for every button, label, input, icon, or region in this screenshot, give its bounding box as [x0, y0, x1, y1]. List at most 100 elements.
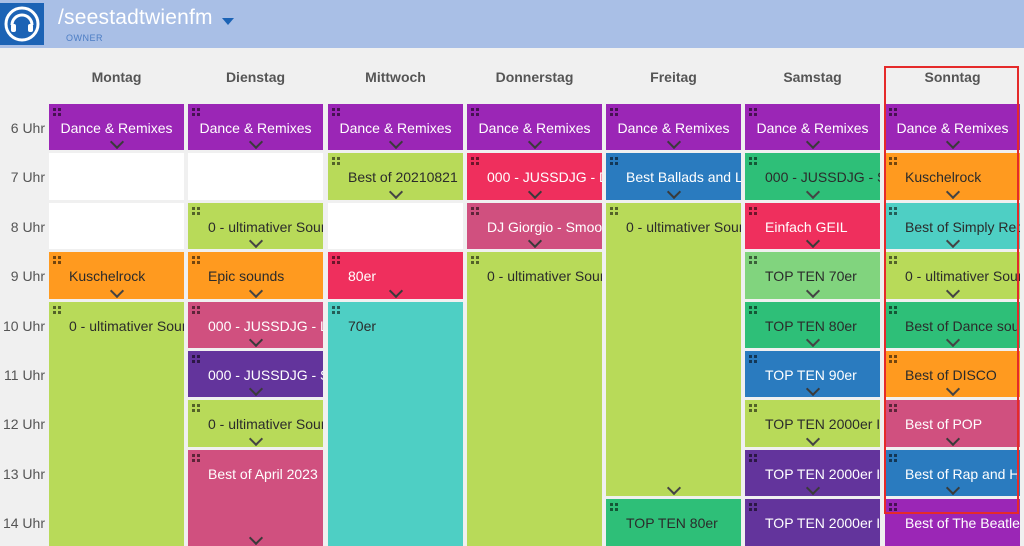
expand-chevron-icon[interactable] [805, 382, 820, 397]
drag-handle-icon[interactable] [889, 453, 897, 462]
schedule-event[interactable]: TOP TEN 2000er I [745, 400, 880, 447]
schedule-event[interactable]: Epic sounds [188, 252, 323, 299]
schedule-event[interactable]: Dance & Remixes [885, 104, 1020, 151]
expand-chevron-icon[interactable] [666, 135, 681, 150]
schedule-event[interactable]: 000 - JUSSDJG - Stimmung [745, 153, 880, 200]
radio-logo-icon[interactable] [0, 3, 44, 45]
drag-handle-icon[interactable] [610, 503, 618, 512]
schedule-event[interactable]: TOP TEN 90er [745, 351, 880, 398]
drag-handle-icon[interactable] [332, 256, 340, 265]
expand-chevron-icon[interactable] [388, 283, 403, 298]
expand-chevron-icon[interactable] [945, 234, 960, 249]
schedule-event[interactable]: 0 - ultimativer Soundtrack [606, 202, 741, 497]
drag-handle-icon[interactable] [749, 355, 757, 363]
schedule-event[interactable]: TOP TEN 2000er II [745, 449, 880, 497]
schedule-event[interactable]: 000 - JUSSDJG - Sommer [188, 351, 323, 398]
expand-chevron-icon[interactable] [248, 530, 263, 545]
schedule-event[interactable]: DJ Giorgio - Smooth [467, 202, 602, 250]
expand-chevron-icon[interactable] [248, 382, 263, 397]
drag-handle-icon[interactable] [471, 256, 479, 265]
schedule-event[interactable]: Kuschelrock [49, 252, 184, 299]
expand-chevron-icon[interactable] [945, 431, 960, 446]
expand-chevron-icon[interactable] [388, 135, 403, 150]
drag-handle-icon[interactable] [749, 108, 757, 116]
drag-handle-icon[interactable] [192, 355, 200, 363]
expand-chevron-icon[interactable] [945, 283, 960, 298]
drag-handle-icon[interactable] [332, 157, 340, 166]
schedule-event[interactable]: 0 - ultimativer Soundtrack [885, 252, 1020, 299]
expand-chevron-icon[interactable] [248, 332, 263, 348]
drag-handle-icon[interactable] [889, 256, 897, 265]
drag-handle-icon[interactable] [192, 108, 200, 116]
expand-chevron-icon[interactable] [805, 184, 820, 199]
drag-handle-icon[interactable] [610, 108, 618, 116]
schedule-event[interactable]: Einfach GEIL [745, 202, 880, 250]
schedule-event[interactable]: Best of April 2023 [188, 449, 323, 546]
drag-handle-icon[interactable] [53, 256, 61, 265]
expand-chevron-icon[interactable] [805, 283, 820, 298]
drag-handle-icon[interactable] [332, 305, 340, 314]
schedule-event[interactable]: Best of 20210821 [328, 153, 463, 200]
drag-handle-icon[interactable] [749, 305, 757, 314]
schedule-event[interactable]: Best of POP [885, 400, 1020, 447]
station-dropdown-icon[interactable] [222, 18, 234, 25]
drag-handle-icon[interactable] [749, 453, 757, 462]
expand-chevron-icon[interactable] [527, 234, 542, 249]
schedule-event[interactable]: 000 - JUSSDJG - Leben [188, 301, 323, 348]
drag-handle-icon[interactable] [192, 206, 200, 215]
schedule-event[interactable]: 000 - JUSSDJG - Dieses [467, 153, 602, 200]
drag-handle-icon[interactable] [471, 206, 479, 215]
drag-handle-icon[interactable] [889, 206, 897, 215]
expand-chevron-icon[interactable] [109, 135, 124, 150]
expand-chevron-icon[interactable] [248, 431, 263, 446]
empty-slot[interactable] [328, 202, 463, 250]
schedule-event[interactable]: Best of The Beatles [885, 499, 1020, 546]
drag-handle-icon[interactable] [192, 305, 200, 314]
drag-handle-icon[interactable] [192, 256, 200, 265]
drag-handle-icon[interactable] [889, 503, 897, 512]
empty-slot[interactable] [188, 153, 323, 200]
drag-handle-icon[interactable] [749, 404, 757, 413]
schedule-event[interactable]: Kuschelrock [885, 153, 1020, 200]
drag-handle-icon[interactable] [749, 157, 757, 166]
expand-chevron-icon[interactable] [945, 382, 960, 397]
drag-handle-icon[interactable] [53, 305, 61, 314]
expand-chevron-icon[interactable] [805, 135, 820, 150]
schedule-event[interactable]: 0 - ultimativer Soundtrack [188, 202, 323, 250]
expand-chevron-icon[interactable] [527, 184, 542, 199]
expand-chevron-icon[interactable] [248, 234, 263, 249]
expand-chevron-icon[interactable] [945, 184, 960, 199]
expand-chevron-icon[interactable] [248, 283, 263, 298]
schedule-event[interactable]: Dance & Remixes [188, 104, 323, 151]
schedule-event[interactable]: Best of Rap and Hip Hop [885, 449, 1020, 497]
expand-chevron-icon[interactable] [666, 184, 681, 199]
schedule-event[interactable]: Dance & Remixes [49, 104, 184, 151]
drag-handle-icon[interactable] [610, 206, 618, 215]
expand-chevron-icon[interactable] [666, 481, 681, 496]
empty-slot[interactable] [49, 202, 184, 250]
schedule-event[interactable]: 70er [328, 301, 463, 546]
schedule-event[interactable]: Best of DISCO [885, 351, 1020, 398]
drag-handle-icon[interactable] [749, 206, 757, 215]
drag-handle-icon[interactable] [889, 404, 897, 413]
drag-handle-icon[interactable] [610, 157, 618, 166]
expand-chevron-icon[interactable] [388, 184, 403, 199]
expand-chevron-icon[interactable] [805, 332, 820, 348]
drag-handle-icon[interactable] [53, 108, 61, 116]
schedule-event[interactable]: 0 - ultimativer Soundtrack [49, 301, 184, 546]
drag-handle-icon[interactable] [889, 157, 897, 166]
schedule-event[interactable]: Dance & Remixes [606, 104, 741, 151]
schedule-event[interactable]: TOP TEN 80er [745, 301, 880, 348]
drag-handle-icon[interactable] [471, 157, 479, 166]
expand-chevron-icon[interactable] [527, 135, 542, 150]
expand-chevron-icon[interactable] [945, 332, 960, 348]
schedule-event[interactable]: Best of Simply Red [885, 202, 1020, 250]
schedule-event[interactable]: 0 - ultimativer Soundtrack [467, 252, 602, 546]
drag-handle-icon[interactable] [192, 404, 200, 413]
empty-slot[interactable] [49, 153, 184, 200]
expand-chevron-icon[interactable] [945, 135, 960, 150]
schedule-event[interactable]: 80er [328, 252, 463, 299]
drag-handle-icon[interactable] [749, 503, 757, 512]
schedule-event[interactable]: Best Ballads and Love [606, 153, 741, 200]
drag-handle-icon[interactable] [889, 355, 897, 363]
